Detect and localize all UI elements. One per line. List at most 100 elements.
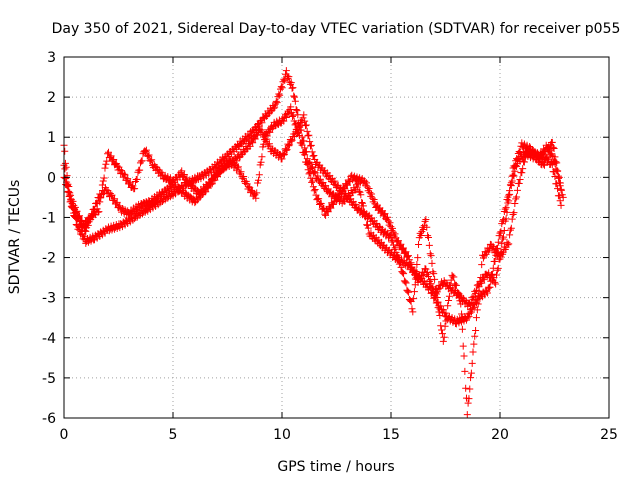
data-point-marker — [409, 308, 417, 316]
data-point-marker — [247, 186, 255, 194]
data-point-marker — [257, 158, 265, 166]
data-point-marker — [82, 227, 90, 235]
data-point-marker — [421, 265, 429, 273]
data-point-marker — [461, 367, 469, 375]
data-point-marker — [398, 246, 406, 254]
data-point-marker — [442, 309, 450, 317]
data-point-marker — [358, 198, 366, 206]
data-point-marker — [101, 164, 109, 172]
data-point-marker — [466, 309, 474, 317]
data-point-marker — [98, 181, 106, 189]
data-point-marker — [462, 384, 470, 392]
data-point-marker — [144, 152, 152, 160]
data-point-marker — [547, 151, 555, 159]
data-point-marker — [503, 208, 511, 216]
data-point-marker — [418, 272, 426, 280]
data-point-marker — [97, 194, 105, 202]
data-point-marker — [359, 202, 367, 210]
data-point-marker — [179, 172, 187, 180]
data-point-marker — [556, 197, 564, 205]
data-point-marker — [508, 215, 516, 223]
data-point-marker — [494, 238, 502, 246]
data-point-marker — [495, 255, 503, 263]
data-points — [60, 67, 567, 419]
data-point-marker — [288, 136, 296, 144]
data-point-marker — [504, 241, 512, 249]
data-point-marker — [492, 280, 500, 288]
data-point-marker — [292, 120, 300, 128]
data-point-marker — [290, 92, 298, 100]
data-point-marker — [278, 155, 286, 163]
data-point-marker — [275, 90, 283, 98]
data-point-marker — [252, 130, 260, 138]
data-point-marker — [302, 121, 310, 129]
data-point-marker — [277, 83, 285, 91]
data-point-marker — [467, 298, 475, 306]
data-point-marker — [278, 84, 286, 92]
data-point-marker — [334, 191, 342, 199]
data-point-marker — [513, 156, 521, 164]
data-point-marker — [469, 295, 477, 303]
data-point-marker — [507, 179, 515, 187]
y-tick-label: -4 — [42, 331, 56, 347]
data-point-marker — [295, 131, 303, 139]
data-point-marker — [478, 279, 486, 287]
data-point-marker — [96, 198, 104, 206]
data-point-marker — [396, 258, 404, 266]
data-point-marker — [75, 213, 83, 221]
x-tick-label: 25 — [600, 427, 618, 443]
data-point-marker — [515, 180, 523, 188]
data-point-marker — [368, 194, 376, 202]
data-point-marker — [555, 192, 563, 200]
data-point-marker — [243, 180, 251, 188]
data-point-marker — [468, 359, 476, 367]
data-point-marker — [389, 224, 397, 232]
data-point-marker — [261, 136, 269, 144]
data-point-marker — [289, 111, 297, 119]
data-point-marker — [474, 300, 482, 308]
data-point-marker — [445, 292, 453, 300]
data-point-marker — [67, 191, 75, 199]
data-point-marker — [136, 166, 144, 174]
data-point-marker — [363, 179, 371, 187]
data-point-marker — [395, 242, 403, 250]
data-point-marker — [335, 194, 343, 202]
data-point-marker — [246, 142, 254, 150]
data-point-marker — [282, 146, 290, 154]
data-point-marker — [94, 208, 102, 216]
series-trace-3 — [60, 103, 567, 310]
data-point-marker — [306, 169, 314, 177]
data-point-marker — [515, 147, 523, 155]
data-point-marker — [142, 206, 150, 214]
data-point-marker — [366, 189, 374, 197]
data-point-marker — [444, 302, 452, 310]
data-point-marker — [543, 154, 551, 162]
data-point-marker — [473, 281, 481, 289]
data-point-marker — [307, 141, 315, 149]
data-point-marker — [470, 292, 478, 300]
data-point-marker — [110, 155, 118, 163]
data-point-marker — [402, 279, 410, 287]
data-point-marker — [421, 217, 429, 225]
data-point-marker — [183, 174, 191, 182]
data-point-marker — [497, 228, 505, 236]
data-point-marker — [337, 190, 345, 198]
data-point-marker — [458, 325, 466, 333]
data-point-marker — [389, 228, 397, 236]
data-point-marker — [394, 251, 402, 259]
data-point-marker — [124, 175, 132, 183]
data-point-marker — [309, 164, 317, 172]
data-point-marker — [437, 322, 445, 330]
data-point-marker — [300, 111, 308, 119]
data-point-marker — [264, 128, 272, 136]
data-point-marker — [142, 148, 150, 156]
data-point-marker — [258, 153, 266, 161]
data-point-marker — [281, 150, 289, 158]
data-point-marker — [471, 332, 479, 340]
y-tick-label: 3 — [47, 50, 56, 66]
data-point-marker — [513, 193, 521, 201]
data-point-marker — [352, 200, 360, 208]
data-point-marker — [113, 162, 121, 170]
